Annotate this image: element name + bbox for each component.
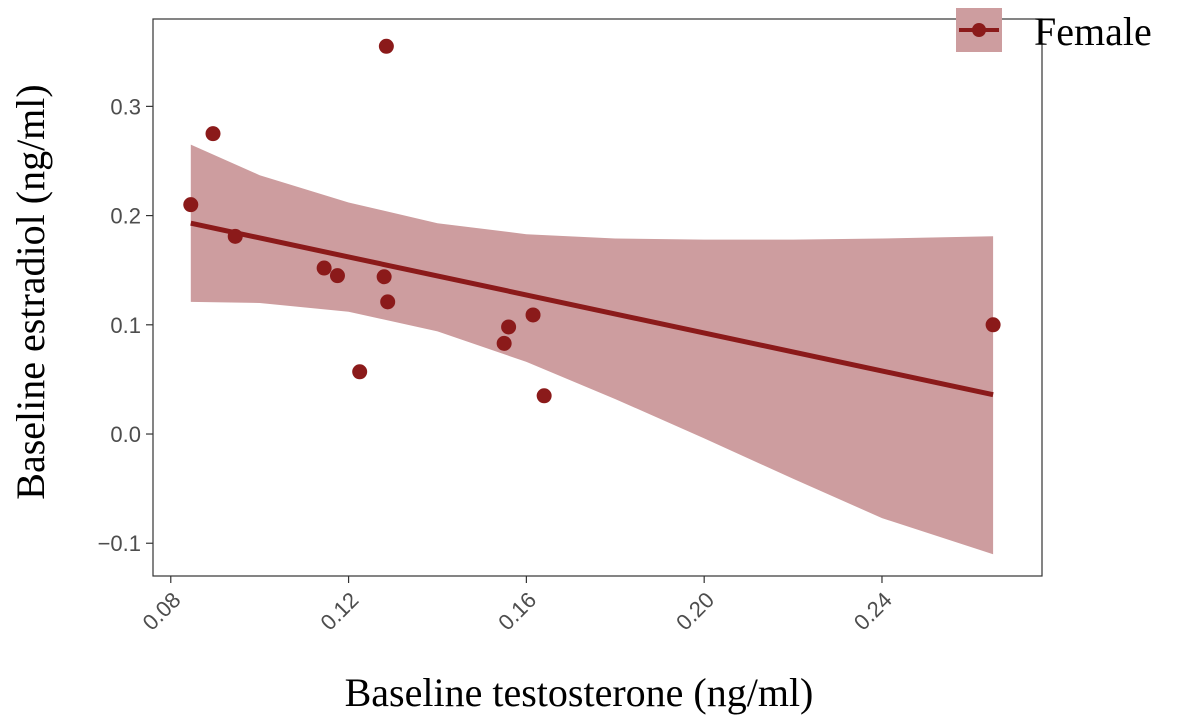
y-tick-labels: −0.1 0.0 0.1 0.2 0.3 [98, 94, 141, 556]
y-tick-label: 0.0 [110, 422, 141, 447]
x-tick-label: 0.16 [493, 587, 541, 635]
data-point [378, 38, 394, 54]
data-point [496, 335, 512, 351]
y-tick-label: 0.2 [110, 204, 141, 229]
plot-area [152, 18, 1043, 577]
data-point [316, 260, 332, 276]
data-point [227, 228, 243, 244]
legend-key-point [972, 23, 986, 37]
confidence-band-layer [190, 144, 994, 555]
x-tick-label: 0.24 [849, 587, 897, 635]
y-tick-label: 0.1 [110, 313, 141, 338]
regression-line [190, 220, 994, 398]
data-point [380, 294, 396, 310]
x-tick-label: 0.20 [671, 587, 719, 635]
axes [146, 105, 883, 583]
data-point [376, 269, 392, 285]
legend: Female [956, 8, 1152, 54]
data-point [183, 197, 199, 213]
confidence-band [190, 144, 994, 555]
legend-label-female: Female [1034, 9, 1152, 54]
data-point [536, 388, 552, 404]
y-tick-label: 0.3 [110, 94, 141, 119]
data-point [985, 317, 1001, 333]
x-axis-title: Baseline testosterone (ng/ml) [345, 670, 814, 715]
fit-line-layer [190, 220, 994, 398]
x-tick-label: 0.08 [138, 587, 186, 635]
data-point [501, 319, 517, 335]
y-axis-title: Baseline estradiol (ng/ml) [8, 84, 53, 499]
data-point [352, 364, 368, 380]
plot-panel-border [152, 18, 1043, 577]
y-tick-label: −0.1 [98, 531, 141, 556]
data-point [525, 307, 541, 323]
data-points [183, 38, 1001, 404]
data-point [329, 268, 345, 284]
data-point [205, 126, 221, 142]
x-tick-labels: 0.08 0.12 0.16 0.20 0.24 [138, 587, 897, 635]
x-tick-label: 0.12 [315, 587, 363, 635]
